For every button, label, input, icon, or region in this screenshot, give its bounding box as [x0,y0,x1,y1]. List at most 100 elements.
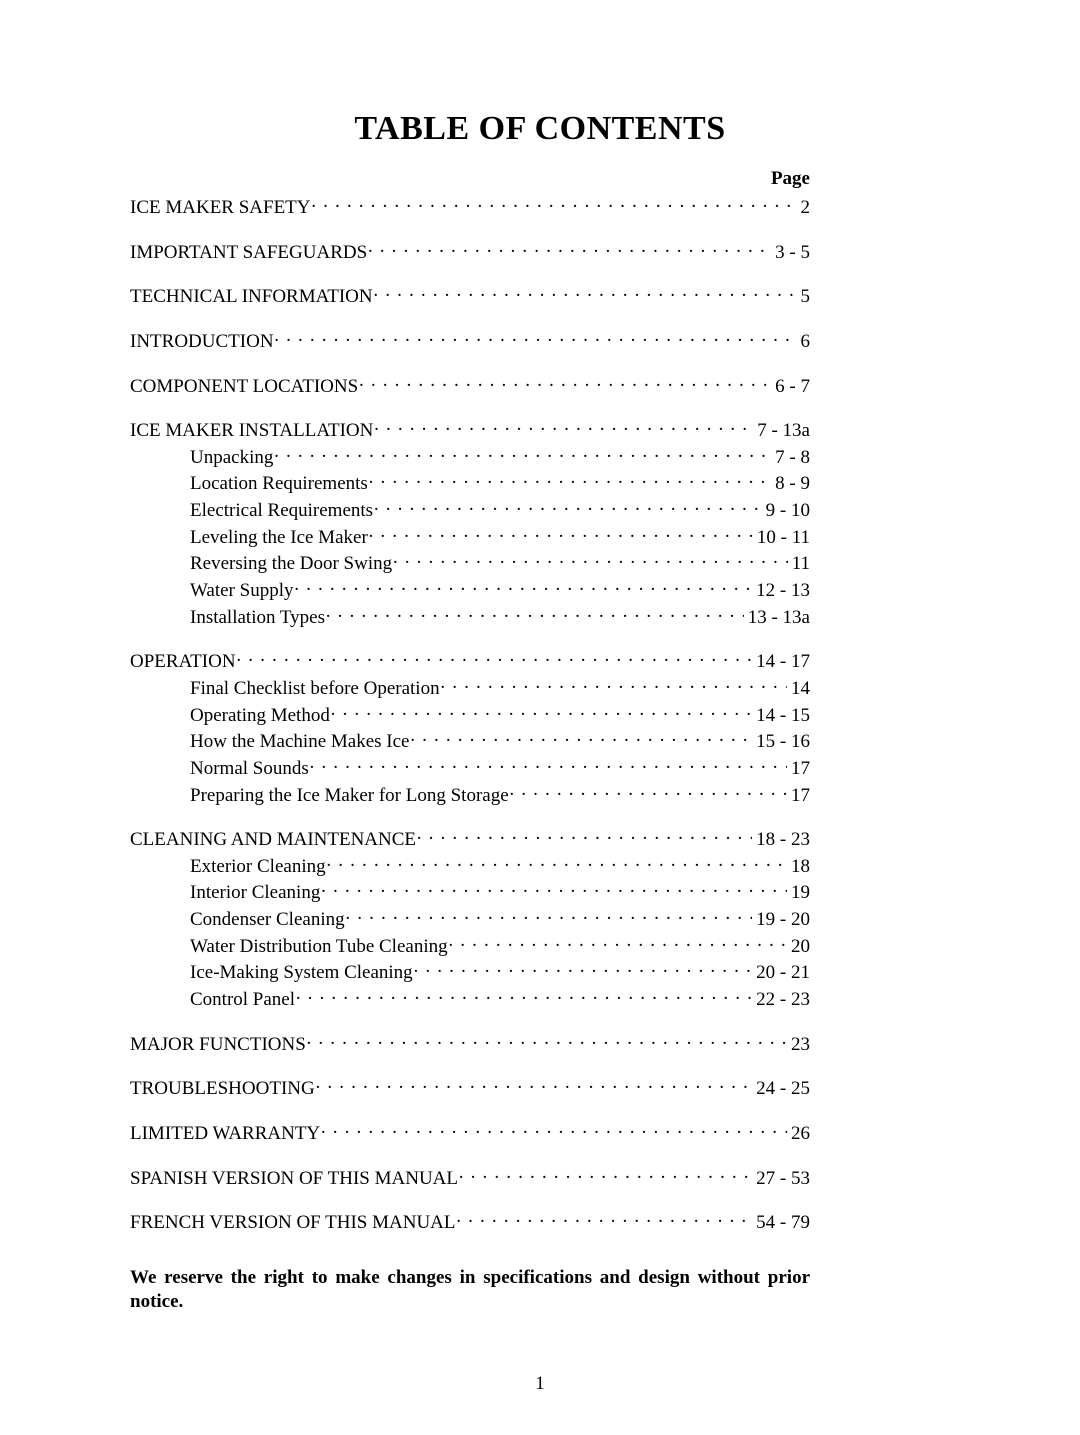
toc-section: OPERATION14 - 17Final Checklist before O… [130,648,950,808]
toc-dot-leader [456,1209,753,1228]
toc-sub-page: 20 [787,934,950,960]
toc-dot-leader [309,755,787,774]
toc-entry-page: 14 - 17 [752,649,950,675]
toc-sub-label: Condenser Cleaning [190,907,345,933]
toc-sub-entry: Preparing the Ice Maker for Long Storage… [130,782,950,809]
toc-dot-leader [413,959,752,978]
toc-entry-label: IMPORTANT SAFEGUARDS [130,240,367,266]
toc-sub-label: How the Machine Makes Ice [190,729,409,755]
toc-entry-page: 23 [787,1032,950,1058]
toc-section: LIMITED WARRANTY26 [130,1120,950,1147]
toc-sub-entry: Final Checklist before Operation14 [130,675,950,702]
toc-sub-page: 15 - 16 [752,729,950,755]
toc-section: INTRODUCTION6 [130,328,950,355]
toc-entry-label: ICE MAKER INSTALLATION [130,418,373,444]
toc-sub-entry: Unpacking7 - 8 [130,444,950,471]
toc-section: TROUBLESHOOTING 24 - 25 [130,1075,950,1102]
toc-entry: INTRODUCTION6 [130,328,950,355]
toc-section: ICE MAKER SAFETY2 [130,194,950,221]
toc-entry: TECHNICAL INFORMATION 5 [130,283,950,310]
toc-entry-label: CLEANING AND MAINTENANCE [130,827,416,853]
toc-sub-entry: Location Requirements8 - 9 [130,470,950,497]
toc-dot-leader [373,283,797,302]
toc-dot-leader [274,328,797,347]
toc-section: TECHNICAL INFORMATION 5 [130,283,950,310]
toc-sub-entry: Operating Method 14 - 15 [130,702,950,729]
toc-entry-page: 18 - 23 [752,827,950,853]
toc-entry-page: 7 - 13a [753,418,950,444]
toc-sub-label: Operating Method [190,703,330,729]
toc-dot-leader [448,933,787,952]
toc-sub-label: Ice-Making System Cleaning [190,960,413,986]
toc-entry-label: TECHNICAL INFORMATION [130,284,373,310]
toc-entry-label: LIMITED WARRANTY [130,1121,320,1147]
toc-sub-page: 18 [787,854,950,880]
toc-sub-label: Control Panel [190,987,295,1013]
toc-section: MAJOR FUNCTIONS23 [130,1031,950,1058]
toc-dot-leader [315,1075,752,1094]
toc-dot-leader [458,1165,752,1184]
toc-sub-page: 22 - 23 [752,987,950,1013]
toc-dot-leader [325,604,744,623]
toc-sub-label: Final Checklist before Operation [190,676,440,702]
page-column-label: Page [130,168,950,190]
toc-sub-entry: Installation Types13 - 13a [130,604,950,631]
toc-sub-label: Preparing the Ice Maker for Long Storage [190,783,509,809]
toc-section: IMPORTANT SAFEGUARDS 3 - 5 [130,239,950,266]
toc-sub-page: 19 [787,880,950,906]
toc-entry: LIMITED WARRANTY26 [130,1120,950,1147]
toc-dot-leader [368,470,771,489]
toc-sub-label: Exterior Cleaning [190,854,326,880]
toc-entry: COMPONENT LOCATIONS6 - 7 [130,373,950,400]
toc-entry: OPERATION14 - 17 [130,648,950,675]
toc-dot-leader [236,648,753,667]
toc-entry-label: COMPONENT LOCATIONS [130,374,358,400]
toc-entry-page: 3 - 5 [771,240,950,266]
toc-sub-page: 13 - 13a [744,605,950,631]
footer-page-number: 1 [130,1373,950,1395]
toc-section: SPANISH VERSION OF THIS MANUAL 27 - 53 [130,1165,950,1192]
toc-section: CLEANING AND MAINTENANCE 18 - 23 Exterior … [130,826,950,1012]
toc-entry: SPANISH VERSION OF THIS MANUAL 27 - 53 [130,1165,950,1192]
toc-sub-page: 17 [787,756,950,782]
toc-section: ICE MAKER INSTALLATION 7 - 13aUnpacking7 … [130,417,950,630]
toc-sub-page: 10 - 11 [753,525,950,551]
toc-entry-page: 27 - 53 [752,1166,950,1192]
toc-dot-leader [295,986,752,1005]
toc-entry-label: TROUBLESHOOTING [130,1076,315,1102]
toc-sub-entry: Water Distribution Tube Cleaning20 [130,933,950,960]
toc-sub-entry: Control Panel 22 - 23 [130,986,950,1013]
toc-dot-leader [330,702,752,721]
toc-entry: IMPORTANT SAFEGUARDS 3 - 5 [130,239,950,266]
toc-sub-label: Location Requirements [190,471,368,497]
toc-dot-leader [273,444,771,463]
toc-entry-label: INTRODUCTION [130,329,274,355]
toc-sub-entry: Water Supply12 - 13 [130,577,950,604]
toc-sub-entry: Electrical Requirements9 - 10 [130,497,950,524]
toc-entry: CLEANING AND MAINTENANCE 18 - 23 [130,826,950,853]
toc-entry: TROUBLESHOOTING 24 - 25 [130,1075,950,1102]
toc-dot-leader [320,1120,787,1139]
toc-sub-entry: Reversing the Door Swing11 [130,550,950,577]
toc-dot-leader [326,853,787,872]
toc-dot-leader [509,782,787,801]
toc-sub-entry: Ice-Making System Cleaning20 - 21 [130,959,950,986]
toc-entry-page: 5 [797,284,951,310]
toc-dot-leader [392,550,788,569]
toc-sub-label: Normal Sounds [190,756,309,782]
toc-dot-leader [368,524,753,543]
toc-section: COMPONENT LOCATIONS6 - 7 [130,373,950,400]
toc-entry-page: 24 - 25 [752,1076,950,1102]
toc-dot-leader [345,906,753,925]
toc-entry-page: 2 [797,195,951,221]
toc-entry-label: SPANISH VERSION OF THIS MANUAL [130,1166,458,1192]
toc-sub-page: 12 - 13 [752,578,950,604]
toc-sub-entry: How the Machine Makes Ice 15 - 16 [130,728,950,755]
toc-sub-label: Leveling the Ice Maker [190,525,368,551]
toc-sub-page: 11 [788,551,950,577]
toc-sub-page: 14 - 15 [752,703,950,729]
table-of-contents: ICE MAKER SAFETY2 IMPORTANT SAFEGUARDS 3 -… [130,194,950,1236]
page: TABLE OF CONTENTS Page ICE MAKER SAFETY2… [0,0,1080,1435]
toc-dot-leader [440,675,787,694]
toc-sub-entry: Leveling the Ice Maker 10 - 11 [130,524,950,551]
